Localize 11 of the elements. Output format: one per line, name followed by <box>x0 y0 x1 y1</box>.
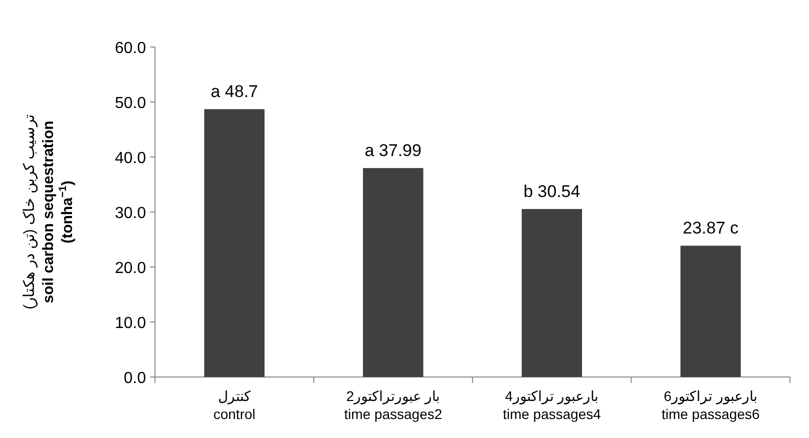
y-tick-label: 0.0 <box>124 370 146 387</box>
y-tick-label: 60.0 <box>114 40 146 57</box>
data-label: b 30.54 <box>524 182 580 202</box>
data-label: 23.87 c <box>682 218 740 238</box>
y-tick-label: 40.0 <box>114 150 146 167</box>
y-tick-label: 30.0 <box>114 205 146 222</box>
data-label: a 48.7 <box>210 82 258 102</box>
data-label: a 37.99 <box>364 141 422 160</box>
y-tick-label: 50.0 <box>114 95 146 112</box>
y-tick-label: 10.0 <box>114 315 146 332</box>
y-tick-label: 20.0 <box>114 260 146 277</box>
